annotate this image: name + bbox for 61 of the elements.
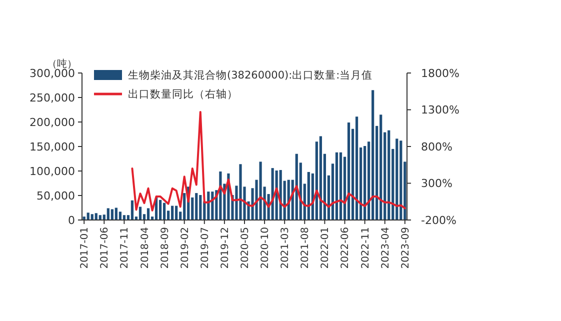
y2-tick-label: 1800% [421,66,460,80]
bar [130,200,134,220]
bar [335,152,338,220]
y-tick-label: 200,000 [30,116,75,129]
bar [94,213,98,220]
x-tick-label: 2017-11 [120,227,131,269]
y2-tick-label: -200% [421,214,456,227]
bar [110,209,114,220]
x-tick-label: 2019-12 [220,227,231,269]
bar [355,116,358,220]
y2-tick-label: 300% [421,177,452,190]
bar [372,90,374,220]
x-tick-label: 2022-06 [340,227,352,269]
y-tick-label: 100,000 [30,164,75,178]
y-tick-label: 250,000 [30,91,75,104]
bar [114,208,118,220]
bar [90,214,94,220]
bar [388,130,390,220]
bar [396,138,398,220]
x-tick-label: 2022-11 [360,227,372,269]
bar [146,208,150,220]
x-tick-label: 2017-06 [100,227,111,269]
x-tick-label: 2020-10 [260,227,272,269]
bar [158,200,162,220]
bar [339,152,342,220]
x-tick-label: 2018-04 [140,227,151,269]
y-axis-title: （吨） [47,58,77,70]
y-tick-label: 0 [68,214,75,227]
x-tick-label: 2017-01 [80,227,91,269]
bar [259,162,262,220]
bar [307,172,310,220]
bar [400,140,402,220]
bar [195,193,198,220]
legend-label: 生物柴油及其混合物(38260000):出口数量:当月值 [128,68,373,82]
y2-tick-label: 800% [421,140,452,154]
x-tick-label: 2020-05 [240,227,251,269]
y-tick-label: 150,000 [30,140,75,154]
x-tick-label: 2018-09 [160,227,171,269]
x-tick-label: 2023-04 [380,227,392,269]
bar [163,202,166,220]
bar [347,122,350,220]
x-tick-label: 2019-02 [180,227,191,269]
legend-label: 出口数量同比（右轴） [128,88,238,101]
bar [380,114,382,220]
line-series [131,110,406,212]
x-tick-label: 2021-03 [280,227,292,269]
x-tick-label: 2021-08 [300,227,312,269]
bar [239,164,242,220]
x-tick-label: 2019-07 [200,227,211,269]
x-tick-label: 2023-09 [400,227,412,269]
bar [106,208,110,220]
bar [118,212,122,220]
x-tick-label: 2022-01 [320,227,332,269]
y2-tick-label: 1300% [421,104,460,117]
bar [171,206,174,220]
bar [319,136,322,220]
bar [199,195,202,220]
y-tick-label: 50,000 [36,189,75,202]
bar [175,206,178,220]
bar [138,206,142,220]
bar [86,212,90,220]
